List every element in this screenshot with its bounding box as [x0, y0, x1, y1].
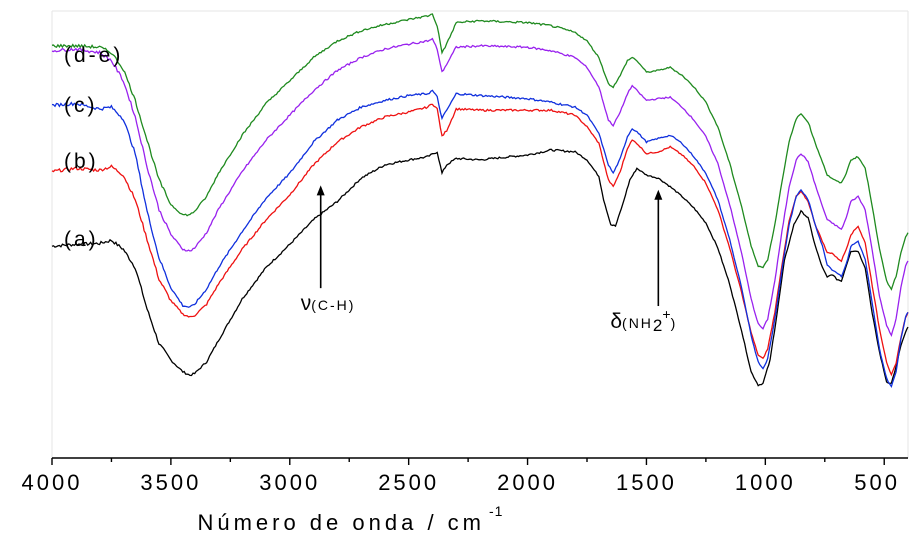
series-line-d	[51, 37, 909, 337]
x-axis-ticks: 4000 3500 3000 2500 2000 1500 1000 500	[22, 458, 900, 495]
series-line-b	[51, 103, 909, 377]
x-tick-label: 2000	[497, 470, 558, 495]
x-tick-label: 2500	[378, 470, 439, 495]
series-line-a	[51, 148, 909, 387]
series-label-d-e: (d-e)	[64, 44, 123, 67]
spectra-series	[51, 13, 909, 389]
series-line-c	[51, 89, 909, 389]
series-label-c: (c)	[64, 94, 98, 117]
series-labels: (d-e) (c) (b) (a)	[64, 44, 123, 251]
x-tick-label: 3500	[140, 470, 201, 495]
annotation-arrow-head	[654, 189, 663, 200]
series-label-a: (a)	[64, 228, 99, 251]
x-axis-title: Número de onda / cm	[197, 510, 485, 535]
annotation-ch-stretch: ν(C-H)	[301, 292, 356, 315]
annotations: ν(C-H) δ(NH2+)	[301, 185, 675, 335]
x-tick-label: 1000	[735, 470, 796, 495]
x-tick-label: 4000	[22, 470, 83, 495]
annotation-nh2-bend: δ(NH2+)	[610, 306, 675, 335]
series-label-b: (b)	[64, 150, 99, 173]
x-tick-label: 1500	[616, 470, 677, 495]
x-axis-title-superscript: -1	[489, 503, 503, 519]
plot-frame	[51, 10, 909, 459]
x-tick-label: 3000	[259, 470, 320, 495]
annotation-arrow-head	[316, 185, 325, 196]
series-line-e	[51, 13, 909, 291]
x-tick-label: 500	[854, 470, 900, 495]
